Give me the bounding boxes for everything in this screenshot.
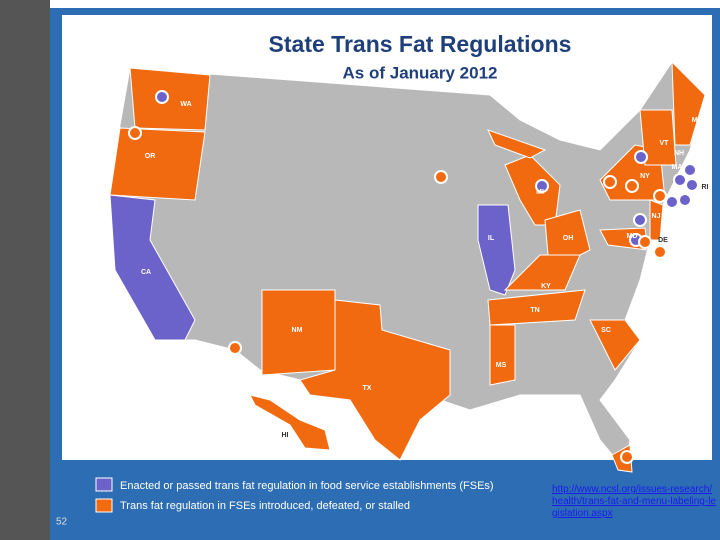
- city-dot: [673, 173, 687, 187]
- state-shape: [649, 199, 664, 241]
- title: State Trans Fat Regulations: [269, 31, 572, 57]
- city-dot: [638, 235, 652, 249]
- state-label: HI: [282, 432, 289, 439]
- city-dot: [678, 193, 692, 207]
- state-shape: [671, 60, 706, 146]
- city-dot: [685, 178, 699, 192]
- state-label: ME: [692, 117, 703, 124]
- state-label: TX: [363, 385, 372, 392]
- state-label: WA: [180, 101, 191, 108]
- state-label: MS: [496, 362, 507, 369]
- city-dot: [653, 189, 667, 203]
- legend-swatch: [95, 498, 113, 513]
- state-shape: [589, 319, 641, 371]
- city-dot: [665, 195, 679, 209]
- state-shape: [109, 194, 196, 341]
- state-label: SC: [601, 327, 611, 334]
- city-dot: [653, 245, 667, 259]
- state-label: OR: [145, 153, 156, 160]
- state-label: VT: [660, 140, 670, 147]
- state-shape: [299, 299, 451, 461]
- state-label: OH: [563, 235, 574, 242]
- city-dot: [633, 213, 647, 227]
- state-shape: [489, 324, 516, 386]
- url-box: http://www.ncsl.org/issues-research/heal…: [552, 484, 716, 519]
- legend-label: Trans fat regulation in FSEs introduced,…: [120, 500, 410, 512]
- map: [109, 60, 706, 473]
- state-label: IL: [488, 235, 495, 242]
- state-shape: [477, 204, 516, 296]
- state-shape: [487, 289, 586, 326]
- state-labels: WA OR CA NM TX HI MI IL OH KY TN MS SC N…: [141, 101, 709, 439]
- city-dot: [535, 179, 549, 193]
- state-label: KY: [541, 283, 551, 290]
- city-dot: [228, 341, 242, 355]
- state-shape: [249, 394, 331, 451]
- side-bar: [0, 0, 50, 540]
- subtitle: As of January 2012: [343, 63, 498, 82]
- state-label: NY: [640, 173, 650, 180]
- state-shape: [129, 67, 211, 131]
- state-label: MD: [627, 233, 638, 240]
- state-label: NM: [292, 327, 303, 334]
- state-label: MA: [672, 164, 683, 171]
- city-dot: [634, 150, 648, 164]
- state-label: NJ: [652, 213, 661, 220]
- state-shape: [639, 109, 677, 166]
- state-shape: [487, 129, 547, 159]
- page-number: 52: [56, 517, 68, 528]
- state-shape: [109, 127, 206, 201]
- legend-swatch: [95, 477, 113, 492]
- state-label: CA: [141, 269, 151, 276]
- state-label: DE: [658, 237, 668, 244]
- state-label: MI: [536, 189, 544, 196]
- source-url[interactable]: http://www.ncsl.org/issues-research/heal…: [552, 484, 716, 519]
- legend-label: Enacted or passed trans fat regulation i…: [120, 480, 494, 492]
- state-label: RI: [702, 184, 709, 191]
- city-dot: [128, 126, 142, 140]
- city-dot: [625, 179, 639, 193]
- state-shape: [503, 254, 581, 291]
- city-dots: [128, 90, 699, 464]
- city-dot: [683, 163, 697, 177]
- legend: Enacted or passed trans fat regulation i…: [95, 477, 494, 513]
- city-dot: [155, 90, 169, 104]
- city-dot: [434, 170, 448, 184]
- city-dot: [620, 450, 634, 464]
- city-dot: [603, 175, 617, 189]
- state-label: TN: [530, 307, 539, 314]
- state-label: NH: [674, 150, 684, 157]
